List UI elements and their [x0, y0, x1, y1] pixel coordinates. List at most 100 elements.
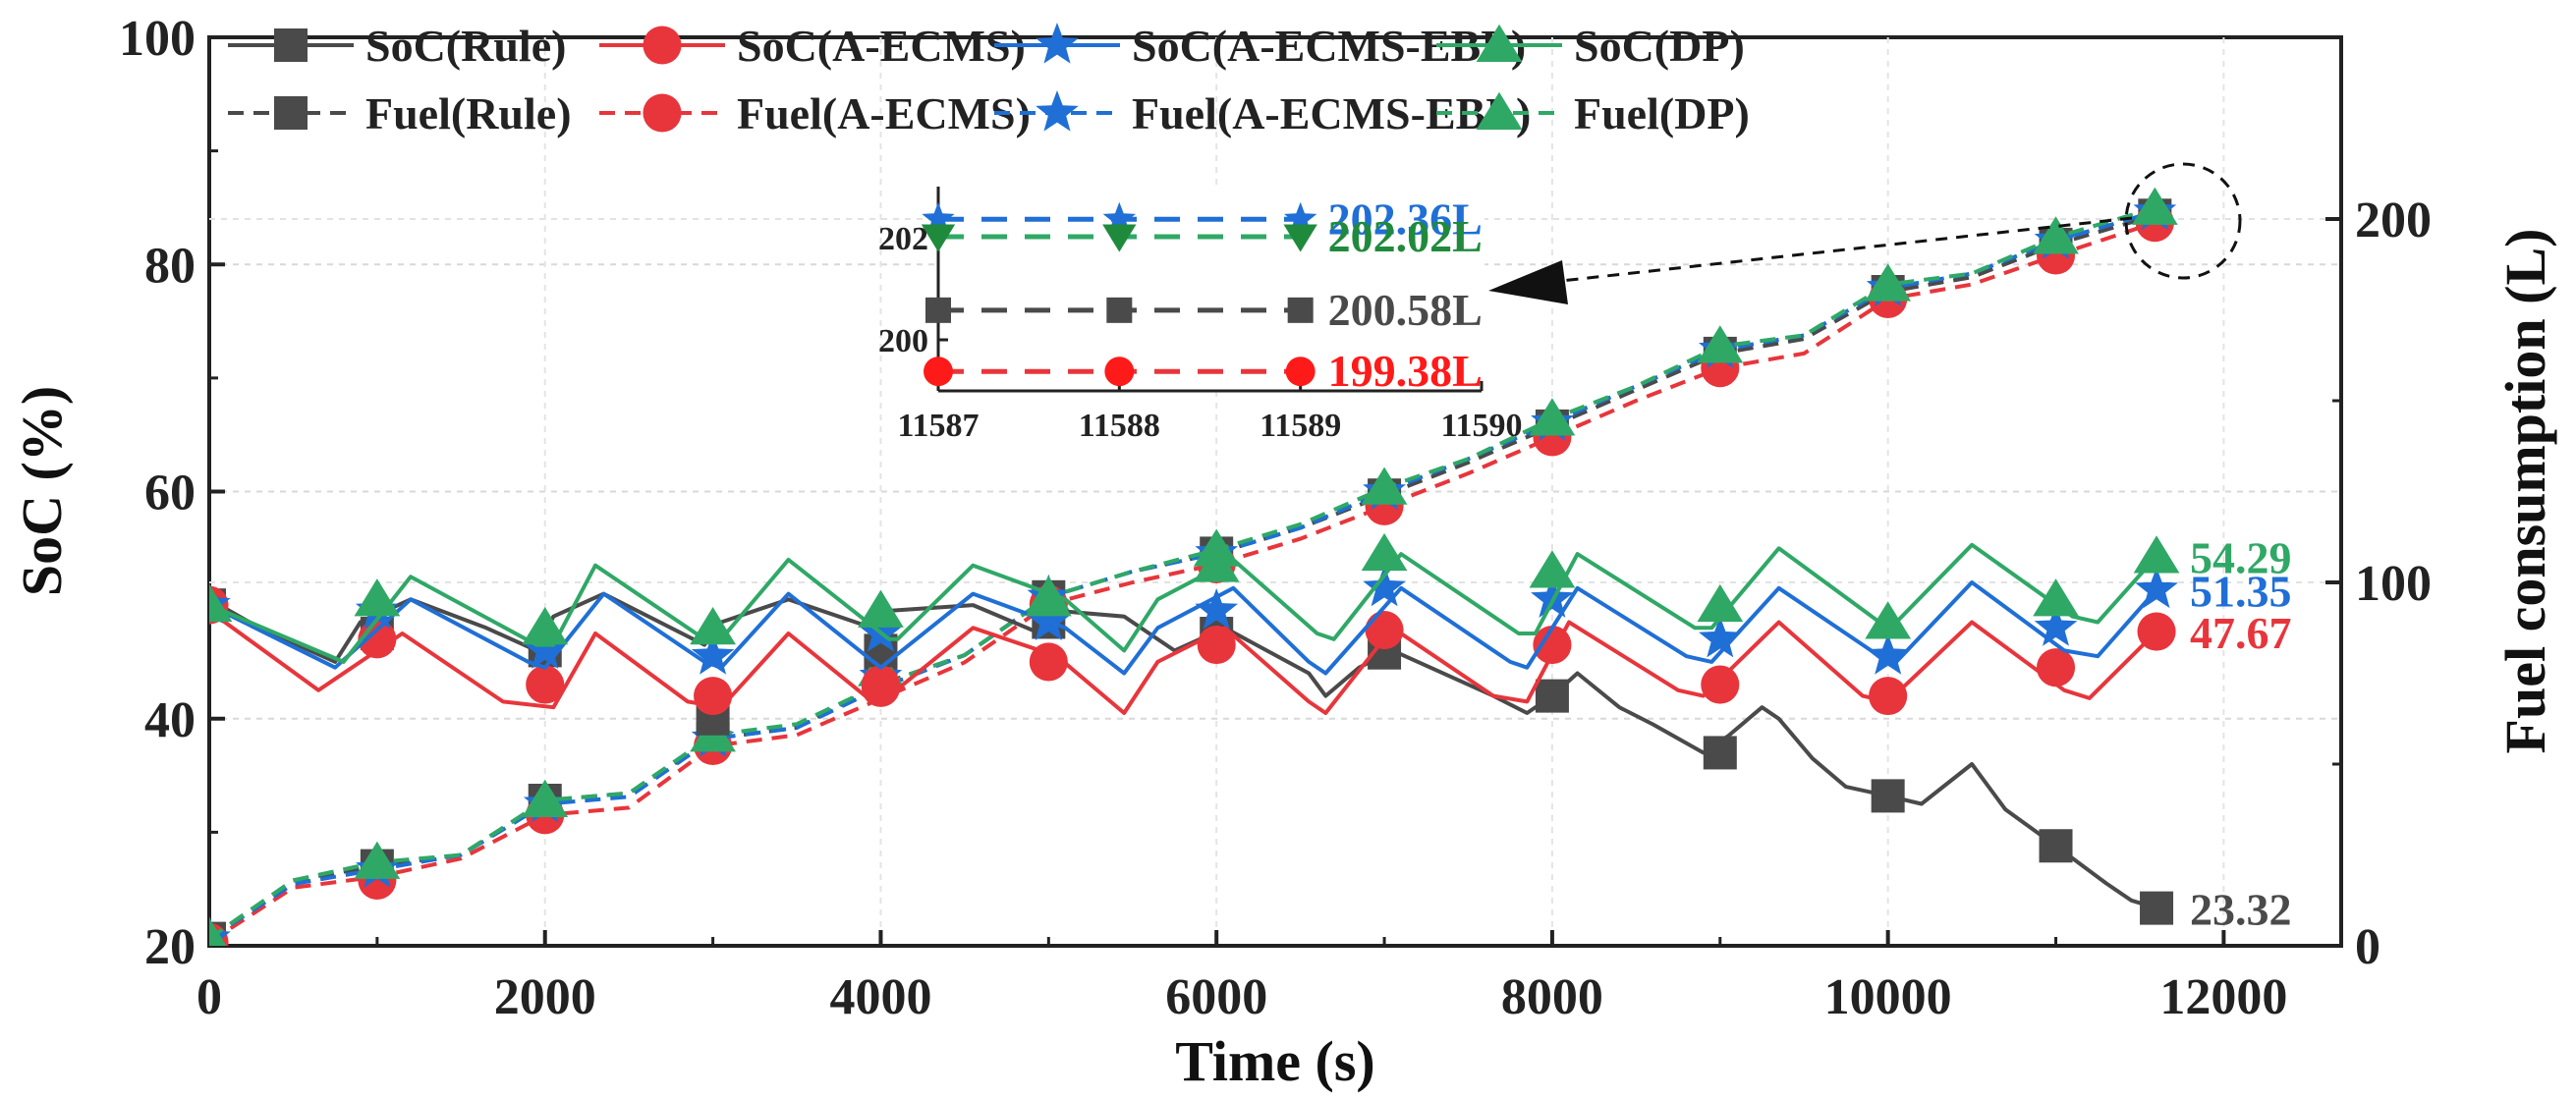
marker-fuel-dp-12	[2131, 187, 2178, 225]
axes: 0 2000 4000 6000 8000 10000 12000 20 40 60 80 100 0 1…	[119, 11, 2432, 1025]
marker-soc-dp-6	[1193, 544, 1240, 582]
marker-soc-dp-0	[209, 583, 233, 623]
series-soc-dp	[209, 532, 2180, 664]
end-label-soc-rule: 23.32	[2190, 885, 2292, 935]
marker-soc-a-ecms-12	[2137, 612, 2176, 651]
marker-soc-a-ecms-ebl-12	[2135, 567, 2178, 609]
inset-marker-aecms-1	[1104, 357, 1135, 387]
marker-soc-dp-12	[2133, 535, 2180, 574]
y-left-tick-label-40: 40	[144, 692, 196, 748]
marker-soc-a-ecms-3	[694, 677, 733, 716]
legend-swatch-marker-soc-rule	[274, 28, 308, 62]
x-tick-label-2000: 2000	[494, 969, 596, 1025]
legend-swatch-marker-fuel-a-ecms-ebl	[1036, 90, 1079, 132]
legend-item-fuel-dp: Fuel(DP)	[1436, 88, 1750, 138]
inset-label-dp: 202.02L	[1328, 211, 1483, 261]
legend-item-fuel-rule: Fuel(Rule)	[228, 88, 572, 138]
marker-fuel-dp-8	[1529, 398, 1576, 436]
marker-soc-a-ecms-ebl-9	[1699, 616, 1742, 658]
marker-fuel-dp-7	[1361, 467, 1408, 505]
marker-soc-a-ecms-11	[2036, 648, 2076, 687]
x-tick-label-0: 0	[196, 969, 222, 1025]
inset-marker-aecms-0	[924, 357, 953, 387]
series-layer	[209, 187, 2180, 946]
inset-x-tick-label-11590: 11590	[1440, 408, 1522, 444]
inset-series-ebl: 202.36L	[922, 193, 1483, 244]
inset-label-rule: 200.58L	[1328, 285, 1483, 335]
marker-soc-a-ecms-ebl-10	[1866, 633, 1910, 675]
y-right-tick-label-100: 100	[2355, 556, 2432, 612]
marker-soc-a-ecms-7	[1365, 611, 1404, 650]
inset-series-rule: 200.58L	[925, 285, 1483, 335]
marker-soc-a-ecms-ebl-2	[523, 628, 567, 669]
legend-label-fuel-a-ecms: Fuel(A-ECMS)	[737, 88, 1031, 138]
legend-item-soc-dp: SoC(DP)	[1436, 21, 1745, 71]
inset-marker-dp-1	[1102, 224, 1137, 252]
marker-soc-a-ecms-4	[861, 665, 901, 704]
marker-soc-dp-8	[1529, 550, 1576, 588]
end-label-soc-dp: 54.29	[2190, 533, 2292, 583]
marker-soc-a-ecms-10	[1869, 677, 1908, 716]
y-left-tick-label-60: 60	[144, 466, 196, 522]
x-tick-label-4000: 4000	[829, 969, 931, 1025]
y-right-tick-label-0: 0	[2355, 919, 2380, 975]
legend-swatch-marker-fuel-a-ecms	[643, 93, 682, 133]
marker-soc-dp-11	[2033, 578, 2079, 617]
marker-soc-rule-11	[2039, 829, 2073, 863]
inset-marker-rule-1	[1106, 297, 1133, 323]
legend-label-soc-a-ecms: SoC(A-ECMS)	[737, 21, 1026, 71]
y-left-tick-label-80: 80	[144, 238, 196, 294]
y-right-axis-title: Fuel consumption (L)	[2493, 229, 2557, 754]
marker-soc-rule-10	[1871, 779, 1905, 813]
inset-marker-ebl-0	[922, 201, 955, 234]
legend-label-fuel-rule: Fuel(Rule)	[365, 88, 572, 138]
legend-swatch-marker-soc-a-ecms-ebl	[1036, 23, 1079, 64]
x-tick-label-8000: 8000	[1501, 969, 1603, 1025]
zoom-arrow-line	[1551, 216, 2133, 284]
inset-x-tick-label-11588: 11588	[1079, 408, 1160, 444]
end-label-soc-a-ecms-ebl: 51.35	[2190, 567, 2292, 617]
legend-swatch-marker-fuel-dp	[1476, 91, 1523, 130]
inset-series-aecms: 199.38L	[924, 346, 1483, 396]
marker-soc-a-ecms-ebl-11	[2034, 605, 2078, 646]
marker-soc-dp-9	[1697, 583, 1744, 623]
zoom-annotation	[1488, 162, 2242, 304]
marker-soc-a-ecms-ebl-7	[1363, 565, 1406, 607]
x-tick-label-10000: 10000	[1824, 969, 1952, 1025]
legend: SoC(Rule) SoC(A-ECMS) SoC(A-ECMS-EBL) SoC(D…	[228, 21, 1750, 138]
legend-label-soc-dp: SoC(DP)	[1574, 21, 1745, 71]
legend-label-fuel-dp: Fuel(DP)	[1574, 88, 1750, 138]
marker-soc-a-ecms-ebl-3	[691, 633, 735, 675]
marker-soc-dp-1	[354, 578, 401, 617]
marker-soc-a-ecms-2	[526, 665, 565, 704]
legend-swatch-marker-soc-dp	[1476, 24, 1523, 62]
series-soc-a-ecms	[209, 585, 2176, 716]
x-axis-title: Time (s)	[1175, 1029, 1375, 1093]
inset-label-ebl: 202.36L	[1328, 193, 1483, 244]
inset-x-tick-label-11587: 11587	[897, 408, 979, 444]
inset-label-aecms: 199.38L	[1328, 346, 1483, 396]
inset-marker-dp-0	[921, 224, 956, 252]
inset-marker-dp-2	[1283, 224, 1317, 252]
y-left-tick-label-100: 100	[119, 11, 196, 67]
inset-marker-ebl-2	[1284, 201, 1317, 234]
marker-fuel-dp-10	[1865, 263, 1912, 302]
marker-soc-rule-8	[1535, 679, 1569, 713]
marker-fuel-dp-0	[209, 917, 227, 946]
end-label-soc-a-ecms: 47.67	[2190, 608, 2292, 658]
legend-item-fuel-a-ecms: Fuel(A-ECMS)	[599, 88, 1031, 138]
marker-soc-a-ecms-ebl-8	[1531, 577, 1574, 618]
zoom-arrow-head	[1488, 260, 1568, 304]
marker-soc-a-ecms-ebl-5	[1027, 599, 1071, 640]
marker-soc-dp-2	[522, 607, 569, 645]
inset-marker-ebl-1	[1102, 201, 1136, 234]
marker-soc-dp-3	[690, 607, 736, 645]
marker-soc-a-ecms-5	[1029, 642, 1068, 682]
line-fuel-dp	[209, 205, 2156, 941]
marker-soc-rule-9	[1703, 736, 1737, 770]
marker-soc-dp-5	[1025, 578, 1072, 617]
inset-y-tick-label-202: 202	[878, 221, 928, 257]
inset-y-tick-label-200: 200	[878, 323, 928, 359]
